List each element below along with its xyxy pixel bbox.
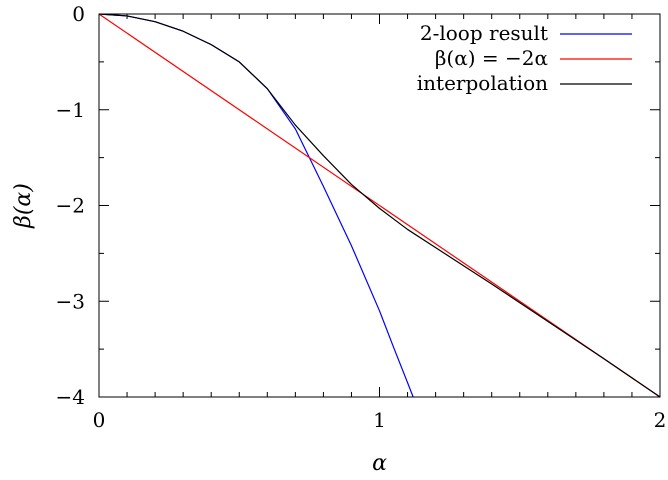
legend-label: interpolation [417,71,548,95]
x-axis-label: α [372,451,387,476]
y-tick-label: 0 [72,2,85,26]
two-loop-result-line [99,14,414,397]
plot-frame [98,13,661,398]
y-tick-label: −4 [56,385,85,409]
series-layer [99,14,660,397]
legend-label: 2-loop result [420,21,548,45]
y-tick-label: −2 [56,194,85,218]
y-tick-label: −3 [56,289,85,313]
legend-label: β(α) = −2α [435,46,548,70]
x-tick-label: 0 [93,408,106,432]
ticks-layer: 0 1 2 0 −1 −2 −3 −4 [56,2,667,432]
y-tick-label: −1 [56,98,85,122]
x-tick-label: 1 [373,408,386,432]
y-axis-label: β(α) [11,183,36,229]
interpolation-line [99,14,660,397]
x-tick-label: 2 [654,408,667,432]
